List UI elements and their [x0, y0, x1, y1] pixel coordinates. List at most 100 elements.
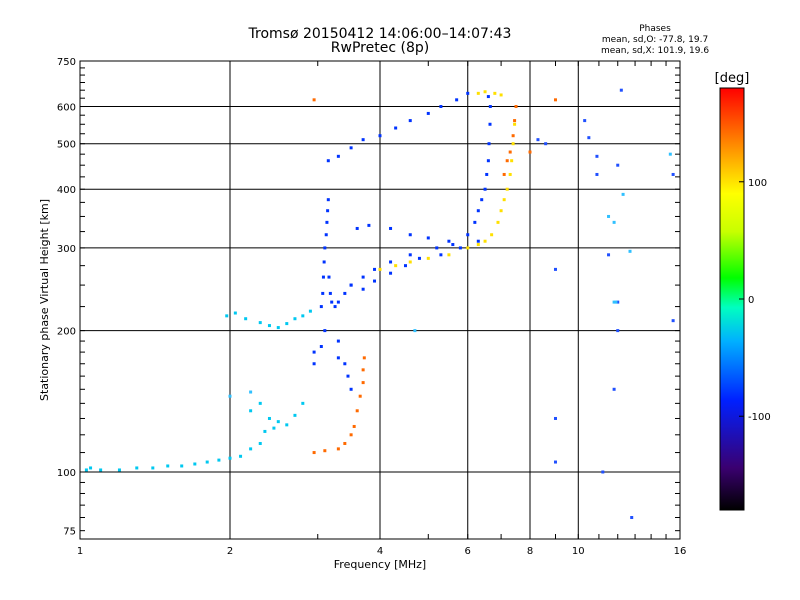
data-point — [483, 239, 487, 243]
data-point — [502, 198, 506, 202]
data-point — [361, 138, 365, 142]
data-point — [510, 159, 514, 163]
data-point — [84, 468, 88, 472]
phase-legend-title: Phases — [639, 24, 671, 34]
data-point — [151, 466, 155, 470]
grid-lines — [80, 61, 680, 539]
data-point — [671, 319, 675, 323]
data-point — [513, 119, 517, 123]
data-point — [352, 424, 356, 428]
data-point — [408, 119, 412, 123]
data-point — [319, 305, 323, 309]
data-point — [486, 159, 490, 163]
data-point — [321, 291, 325, 295]
data-point — [389, 271, 393, 275]
data-point — [486, 95, 490, 99]
data-point — [135, 466, 139, 470]
data-point — [285, 322, 289, 326]
data-point — [417, 256, 421, 260]
colorbar-ticks: -100 0 100 — [739, 178, 771, 423]
data-point — [553, 460, 557, 464]
data-point — [671, 172, 675, 176]
data-point — [447, 253, 451, 257]
data-point — [225, 314, 229, 318]
data-point — [476, 209, 480, 213]
x-tick-label: 2 — [227, 546, 233, 557]
chart-title: Tromsø 20150412 14:06:00–14:07:43 — [248, 26, 512, 42]
data-point — [508, 150, 512, 154]
data-point — [336, 300, 340, 304]
data-points — [84, 88, 675, 520]
data-point — [326, 198, 330, 202]
data-point — [394, 264, 398, 268]
data-point — [249, 409, 253, 413]
data-point — [616, 300, 620, 304]
data-point — [389, 260, 393, 264]
data-point — [233, 311, 237, 315]
data-point — [528, 150, 532, 154]
data-point — [336, 356, 340, 360]
data-point — [244, 317, 248, 321]
data-point — [403, 264, 407, 268]
data-point — [272, 426, 276, 430]
data-point — [439, 105, 443, 109]
data-point — [361, 381, 365, 385]
data-point — [485, 172, 489, 176]
y-tick-label: 200 — [57, 327, 76, 338]
data-point — [426, 256, 430, 260]
data-point — [326, 159, 330, 163]
data-point — [493, 91, 497, 95]
data-point — [616, 163, 620, 167]
data-point — [285, 423, 289, 427]
y-tick-label: 300 — [57, 244, 76, 255]
y-tick-label: 750 — [57, 57, 76, 68]
data-point — [249, 390, 253, 394]
data-point — [336, 339, 340, 343]
data-point — [321, 275, 325, 279]
data-point — [228, 456, 232, 460]
data-point — [293, 413, 297, 417]
data-point — [514, 105, 518, 109]
data-point — [361, 287, 365, 291]
data-point — [587, 136, 591, 140]
data-point — [476, 243, 480, 247]
y-tick-label: 75 — [63, 527, 76, 538]
y-tick-label: 100 — [57, 468, 76, 479]
data-point — [389, 226, 393, 230]
data-point — [408, 253, 412, 257]
data-point — [99, 468, 103, 472]
data-point — [488, 105, 492, 109]
data-point — [612, 387, 616, 391]
data-point — [483, 90, 487, 94]
data-point — [193, 462, 197, 466]
y-tick-label: 500 — [57, 140, 76, 151]
x-axis-label: Frequency [MHz] — [334, 558, 426, 571]
data-point — [312, 451, 316, 455]
data-point — [476, 91, 480, 95]
y-axis-label: Stationary phase Virtual Height [km] — [38, 199, 51, 401]
data-point — [258, 321, 262, 325]
x-tick-label: 1 — [77, 546, 83, 557]
data-point — [553, 98, 557, 102]
y-tick-label: 600 — [57, 103, 76, 114]
data-point — [511, 134, 515, 138]
data-point — [466, 233, 470, 237]
data-point — [458, 246, 462, 250]
data-point — [628, 249, 632, 253]
data-point — [487, 142, 491, 146]
data-point — [361, 368, 365, 372]
data-point — [276, 420, 280, 424]
data-point — [258, 441, 262, 445]
data-point — [621, 192, 625, 196]
data-point — [308, 309, 312, 313]
data-point — [276, 326, 280, 330]
axis-ticks — [79, 60, 681, 539]
data-point — [373, 267, 377, 271]
data-point — [607, 253, 611, 257]
data-point — [378, 134, 382, 138]
data-point — [325, 220, 329, 224]
data-point — [346, 374, 350, 378]
data-point — [323, 449, 327, 453]
data-point — [413, 329, 417, 333]
